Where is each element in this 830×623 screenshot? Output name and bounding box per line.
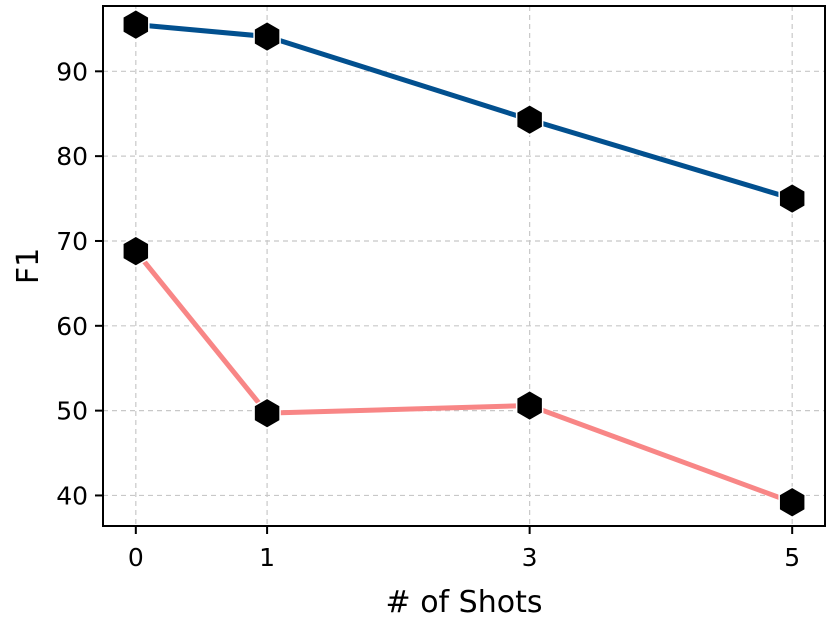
y-tick-label: 70 [56, 227, 88, 256]
series-markers [122, 8, 806, 519]
y-tick-label: 50 [56, 397, 88, 426]
axis-ticks: 0 1 3 5 40 50 60 70 80 90 [56, 57, 800, 572]
series-1-point [253, 20, 281, 53]
x-tick-label: 5 [784, 543, 800, 572]
y-tick-label: 90 [56, 57, 88, 86]
x-tick-label: 3 [522, 543, 538, 572]
series-1-point [778, 182, 806, 215]
x-tick-label: 0 [128, 543, 144, 572]
series-1-line [135, 22, 793, 201]
series-1-point [122, 8, 150, 41]
series-2-point [778, 486, 806, 519]
series-lines [133, 22, 794, 505]
series-1-point [515, 103, 544, 136]
y-axis-label: F1 [11, 248, 46, 284]
plot-frame [102, 5, 826, 527]
series-2-point [253, 397, 281, 430]
series-2-point [122, 235, 150, 268]
grid-lines [103, 6, 825, 526]
y-tick-label: 40 [56, 481, 88, 510]
series-2-point [515, 389, 544, 422]
series-2-line [133, 249, 794, 505]
y-tick-label: 60 [56, 312, 88, 341]
x-tick-label: 1 [259, 543, 275, 572]
y-tick-label: 80 [56, 142, 88, 171]
x-axis-label: # of Shots [386, 585, 543, 620]
